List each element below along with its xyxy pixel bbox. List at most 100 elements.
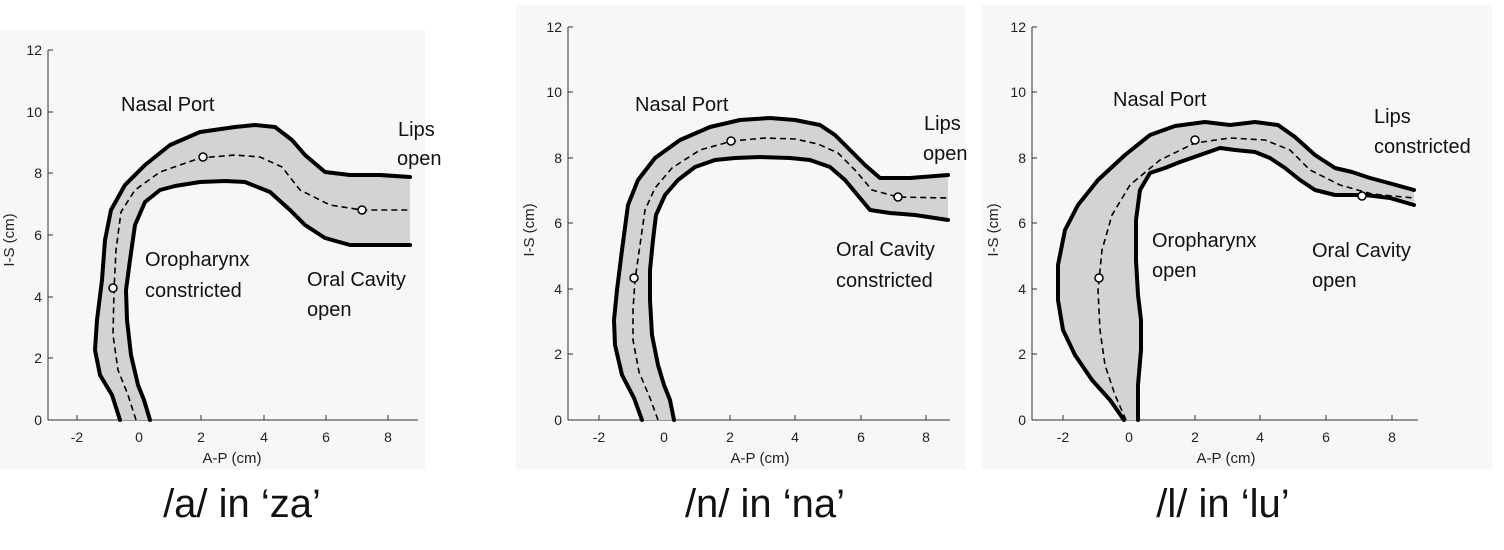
y-tick-label: 8 [1018,150,1026,166]
annotation-oropharynx: constricted [145,280,242,302]
vocal-tract-lu [1056,120,1416,422]
x-tick-label: 2 [726,429,734,445]
y-axis-label: I-S (cm) [985,203,1002,256]
x-tick-label: 4 [1256,429,1264,445]
x-tick-label: -2 [593,429,606,445]
landmark-marker [1094,273,1104,283]
y-tick-label: 0 [34,412,42,428]
y-tick-label: 4 [554,281,562,297]
x-tick-label: 0 [135,429,143,445]
x-ticks-za: -2 0 2 4 6 8 [71,415,392,445]
y-ticks-na: 0 2 4 6 8 10 12 [546,19,573,428]
annotation-oral-cavity: open [1312,270,1357,292]
x-tick-label: 8 [922,429,930,445]
y-tick-label: 4 [1018,281,1026,297]
x-tick-label: 6 [322,429,330,445]
y-tick-label: 12 [1010,19,1026,35]
landmark-marker [108,283,118,293]
y-tick-label: 0 [1018,412,1026,428]
axes-za: -2 0 2 4 6 8 0 2 4 6 8 10 12 A-P (cm) I-… [1,42,418,467]
landmark-marker [629,273,639,283]
panel-za [0,30,425,470]
y-tick-label: 10 [1010,84,1026,100]
tract-outer-wall [612,116,950,422]
x-tick-label: 0 [660,429,668,445]
tract-inner-wall [124,179,412,422]
x-axis-label: A-P (cm) [203,450,262,467]
vocal-tract-za [93,123,412,422]
x-tick-label: 0 [1125,429,1133,445]
annotation-oropharynx: Oropharynx [1152,230,1257,252]
landmark-marker [1190,135,1200,145]
annotation-nasal-port: Nasal Port [121,94,215,116]
caption-za: /a/ in ‘za’ [163,482,321,526]
x-ticks-na: -2 0 2 4 6 8 [593,415,930,445]
annotation-oropharynx: Oropharynx [145,249,250,271]
y-tick-label: 8 [34,165,42,181]
x-tick-label: 8 [384,429,392,445]
landmark-marker [357,205,367,215]
tract-outer-wall [93,123,412,422]
annotations-na: Nasal Port Lips open Oral Cavity constri… [635,94,968,292]
y-tick-label: 4 [34,289,42,305]
tract-outer-wall [1056,120,1416,422]
landmark-marker [893,192,903,202]
y-tick-label: 6 [34,227,42,243]
tract-centerline [112,154,410,421]
caption-na: /n/ in ‘na’ [684,482,846,526]
annotation-oral-cavity: constricted [836,270,933,292]
annotation-lips: open [397,148,442,170]
airway-band [1058,122,1414,420]
y-tick-label: 12 [26,42,42,58]
annotation-oropharynx: open [1152,260,1197,282]
x-tick-label: 2 [1191,429,1199,445]
tract-centerline [1097,137,1415,421]
annotation-nasal-port: Nasal Port [1113,89,1207,111]
y-tick-label: 2 [554,346,562,362]
annotation-lips: Lips [924,113,961,135]
x-axis-label: A-P (cm) [731,450,790,467]
tract-inner-wall [648,155,950,422]
annotation-lips: constricted [1374,136,1471,158]
landmark-marker [1357,191,1367,201]
y-tick-label: 12 [546,19,562,35]
annotations-lu: Nasal Port Lips constricted Oropharynx o… [1113,89,1471,292]
annotation-oral-cavity: open [307,299,352,321]
annotation-oral-cavity: Oral Cavity [307,269,406,291]
y-tick-label: 6 [1018,215,1026,231]
x-ticks-lu: -2 0 2 4 6 8 [1057,415,1396,445]
landmark-marker [726,136,736,146]
panel-na [516,5,966,470]
y-axis-label: I-S (cm) [521,203,538,256]
axes-na: -2 0 2 4 6 8 0 2 4 6 8 10 12 A-P (cm) I-… [521,19,950,467]
x-tick-label: 6 [857,429,865,445]
x-tick-label: 4 [260,429,268,445]
x-tick-label: 2 [197,429,205,445]
tract-inner-wall [1134,146,1416,422]
x-tick-label: 8 [1388,429,1396,445]
annotation-lips: open [923,143,968,165]
annotation-lips: Lips [1374,106,1411,128]
annotation-oral-cavity: Oral Cavity [836,239,935,261]
x-tick-label: 4 [791,429,799,445]
y-tick-label: 6 [554,215,562,231]
vocal-tract-na [612,116,950,422]
x-tick-label: -2 [71,429,84,445]
y-tick-label: 2 [1018,346,1026,362]
y-axis-label: I-S (cm) [1,213,18,266]
annotations-za: Nasal Port Lips open Oropharynx constric… [121,94,442,321]
airway-band [614,118,948,420]
annotation-oral-cavity: Oral Cavity [1312,240,1411,262]
y-tick-label: 2 [34,350,42,366]
landmark-marker [198,152,208,162]
y-ticks-za: 0 2 4 6 8 10 12 [26,42,53,428]
y-tick-label: 0 [554,412,562,428]
axes-lu: -2 0 2 4 6 8 0 2 4 6 8 10 12 A-P (cm) I-… [985,19,1418,467]
annotation-lips: Lips [398,119,435,141]
tract-centerline [632,137,949,421]
annotation-nasal-port: Nasal Port [635,94,729,116]
x-tick-label: -2 [1057,429,1070,445]
